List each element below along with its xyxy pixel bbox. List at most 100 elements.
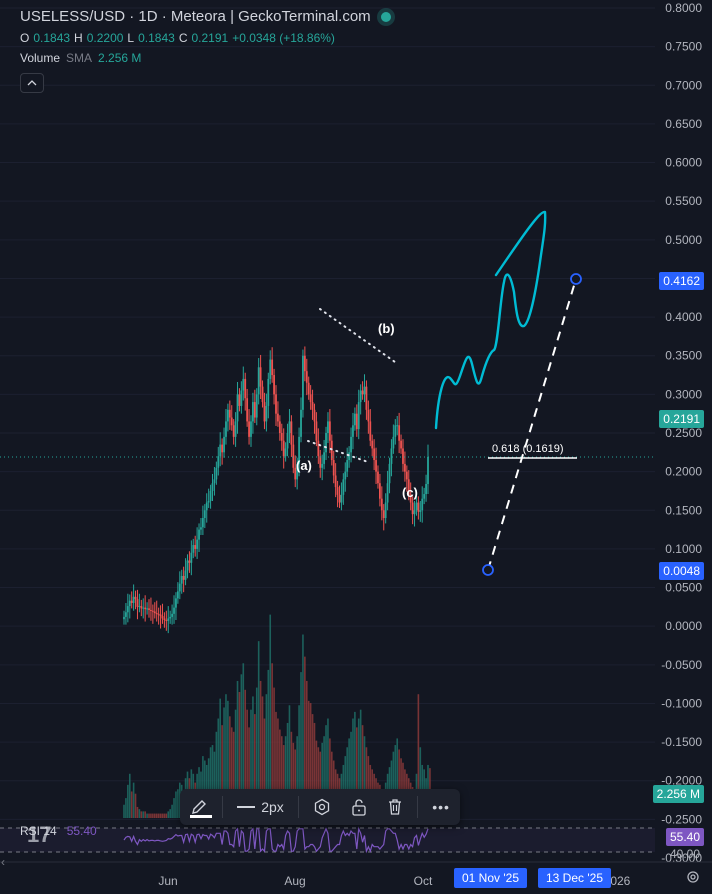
line-width-button[interactable]: 2px [231,793,290,821]
volume-bar [273,687,275,818]
volume-bar [290,731,293,818]
candle-body [292,444,295,468]
volume-bar [132,782,135,818]
price-tick-label: 0.2500 [665,426,702,440]
volume-legend[interactable]: Volume SMA 2.256 M [20,51,391,65]
candle-body [392,436,395,449]
volume-bar [175,791,177,818]
time-tick-label: Aug [284,874,305,888]
candle-body [328,421,331,441]
volume-bar [155,813,158,818]
candle-body [384,502,387,518]
volume-badge: 2.256 M [652,785,704,803]
delete-button[interactable] [381,793,409,821]
candle-body [248,421,250,437]
volume-bar [325,725,327,818]
candle-body [332,460,335,476]
candle-body [323,452,326,464]
candle-body [427,456,429,484]
volume-bar [354,711,356,818]
candle-body [150,609,152,611]
volume-bar [317,747,320,818]
candle-body [407,479,410,495]
volume-bar [394,745,397,818]
candle-body [153,611,156,614]
candle-body [353,413,356,426]
candle-body [325,433,327,453]
candle-body [213,479,216,484]
wave-b-label: (b) [378,321,395,336]
tradingview-logo[interactable]: 17 [27,822,52,847]
candle-body [361,390,364,395]
volume-bar [329,738,331,818]
candle-body [263,402,266,422]
pencil-tool-button[interactable] [184,793,214,821]
candle-body [282,440,285,457]
volume-bar [157,813,160,818]
symbol-title[interactable]: USELESS/USD · 1D · Meteora | GeckoTermin… [20,8,371,25]
candle-body [125,612,127,617]
open-value: 0.1843 [33,31,71,45]
candle-body [411,502,414,515]
price-tick-label: 0.3000 [665,387,702,401]
scroll-left-icon[interactable]: ‹ [1,855,5,869]
candle-body [215,467,218,480]
chart-header: USELESS/USD · 1D · Meteora | GeckoTermin… [20,8,391,93]
candle-body [375,460,377,472]
wave-a-lower-line [307,440,369,463]
price-tick-label: 0.0000 [665,619,702,633]
volume-bar [250,709,252,818]
volume-bar [275,711,277,818]
candle-body [373,448,376,461]
rsi-pane-background [0,822,655,862]
candle-body [286,433,289,449]
candle-body [259,367,262,387]
volume-bar [348,738,350,818]
volume-bar [365,747,368,818]
volume-bar [257,641,260,818]
volume-bar [261,696,264,818]
volume-bar [246,709,248,818]
volume-bar [240,674,243,818]
candle-body [265,405,268,422]
candle-body [404,463,406,472]
volume-bar [265,694,268,818]
candle-body [340,494,343,503]
chart-settings-icon[interactable] [686,870,700,887]
candle-body [123,616,125,620]
wave-a-label: (a) [296,458,312,473]
volume-bar [271,663,273,818]
lock-button[interactable] [345,793,373,821]
target-price-badge: 0.4162 [659,272,704,290]
volume-bar [169,809,171,818]
candle-body [234,421,237,437]
collapse-legend-button[interactable] [20,73,44,93]
candle-body [192,545,195,553]
rsi-line [123,826,429,854]
candle-body [344,471,347,480]
candle-body [284,448,287,457]
candle-body [169,616,172,619]
rsi-legend[interactable]: RSI 14 55.40 [20,824,97,838]
candle-body [148,608,150,610]
candle-body [186,560,189,571]
price-tick-label: 0.5500 [665,194,702,208]
candle-body [363,386,366,395]
candle-body [277,413,279,422]
pencil-color-indicator [190,815,213,818]
rsi-pane [0,822,655,862]
candle-body [402,448,404,464]
volume-bar [255,687,258,818]
freehand-projection-path [434,210,547,430]
candle-body [413,510,416,515]
candle-body [357,402,360,430]
price-tick-label: 0.7500 [665,40,702,54]
volume-bar [173,798,175,818]
volume-bar [234,709,237,818]
volume-bar [171,804,173,818]
volume-bar [284,736,287,818]
candle-body [238,394,241,406]
more-button[interactable]: ••• [426,793,456,821]
settings-button[interactable] [307,793,337,821]
